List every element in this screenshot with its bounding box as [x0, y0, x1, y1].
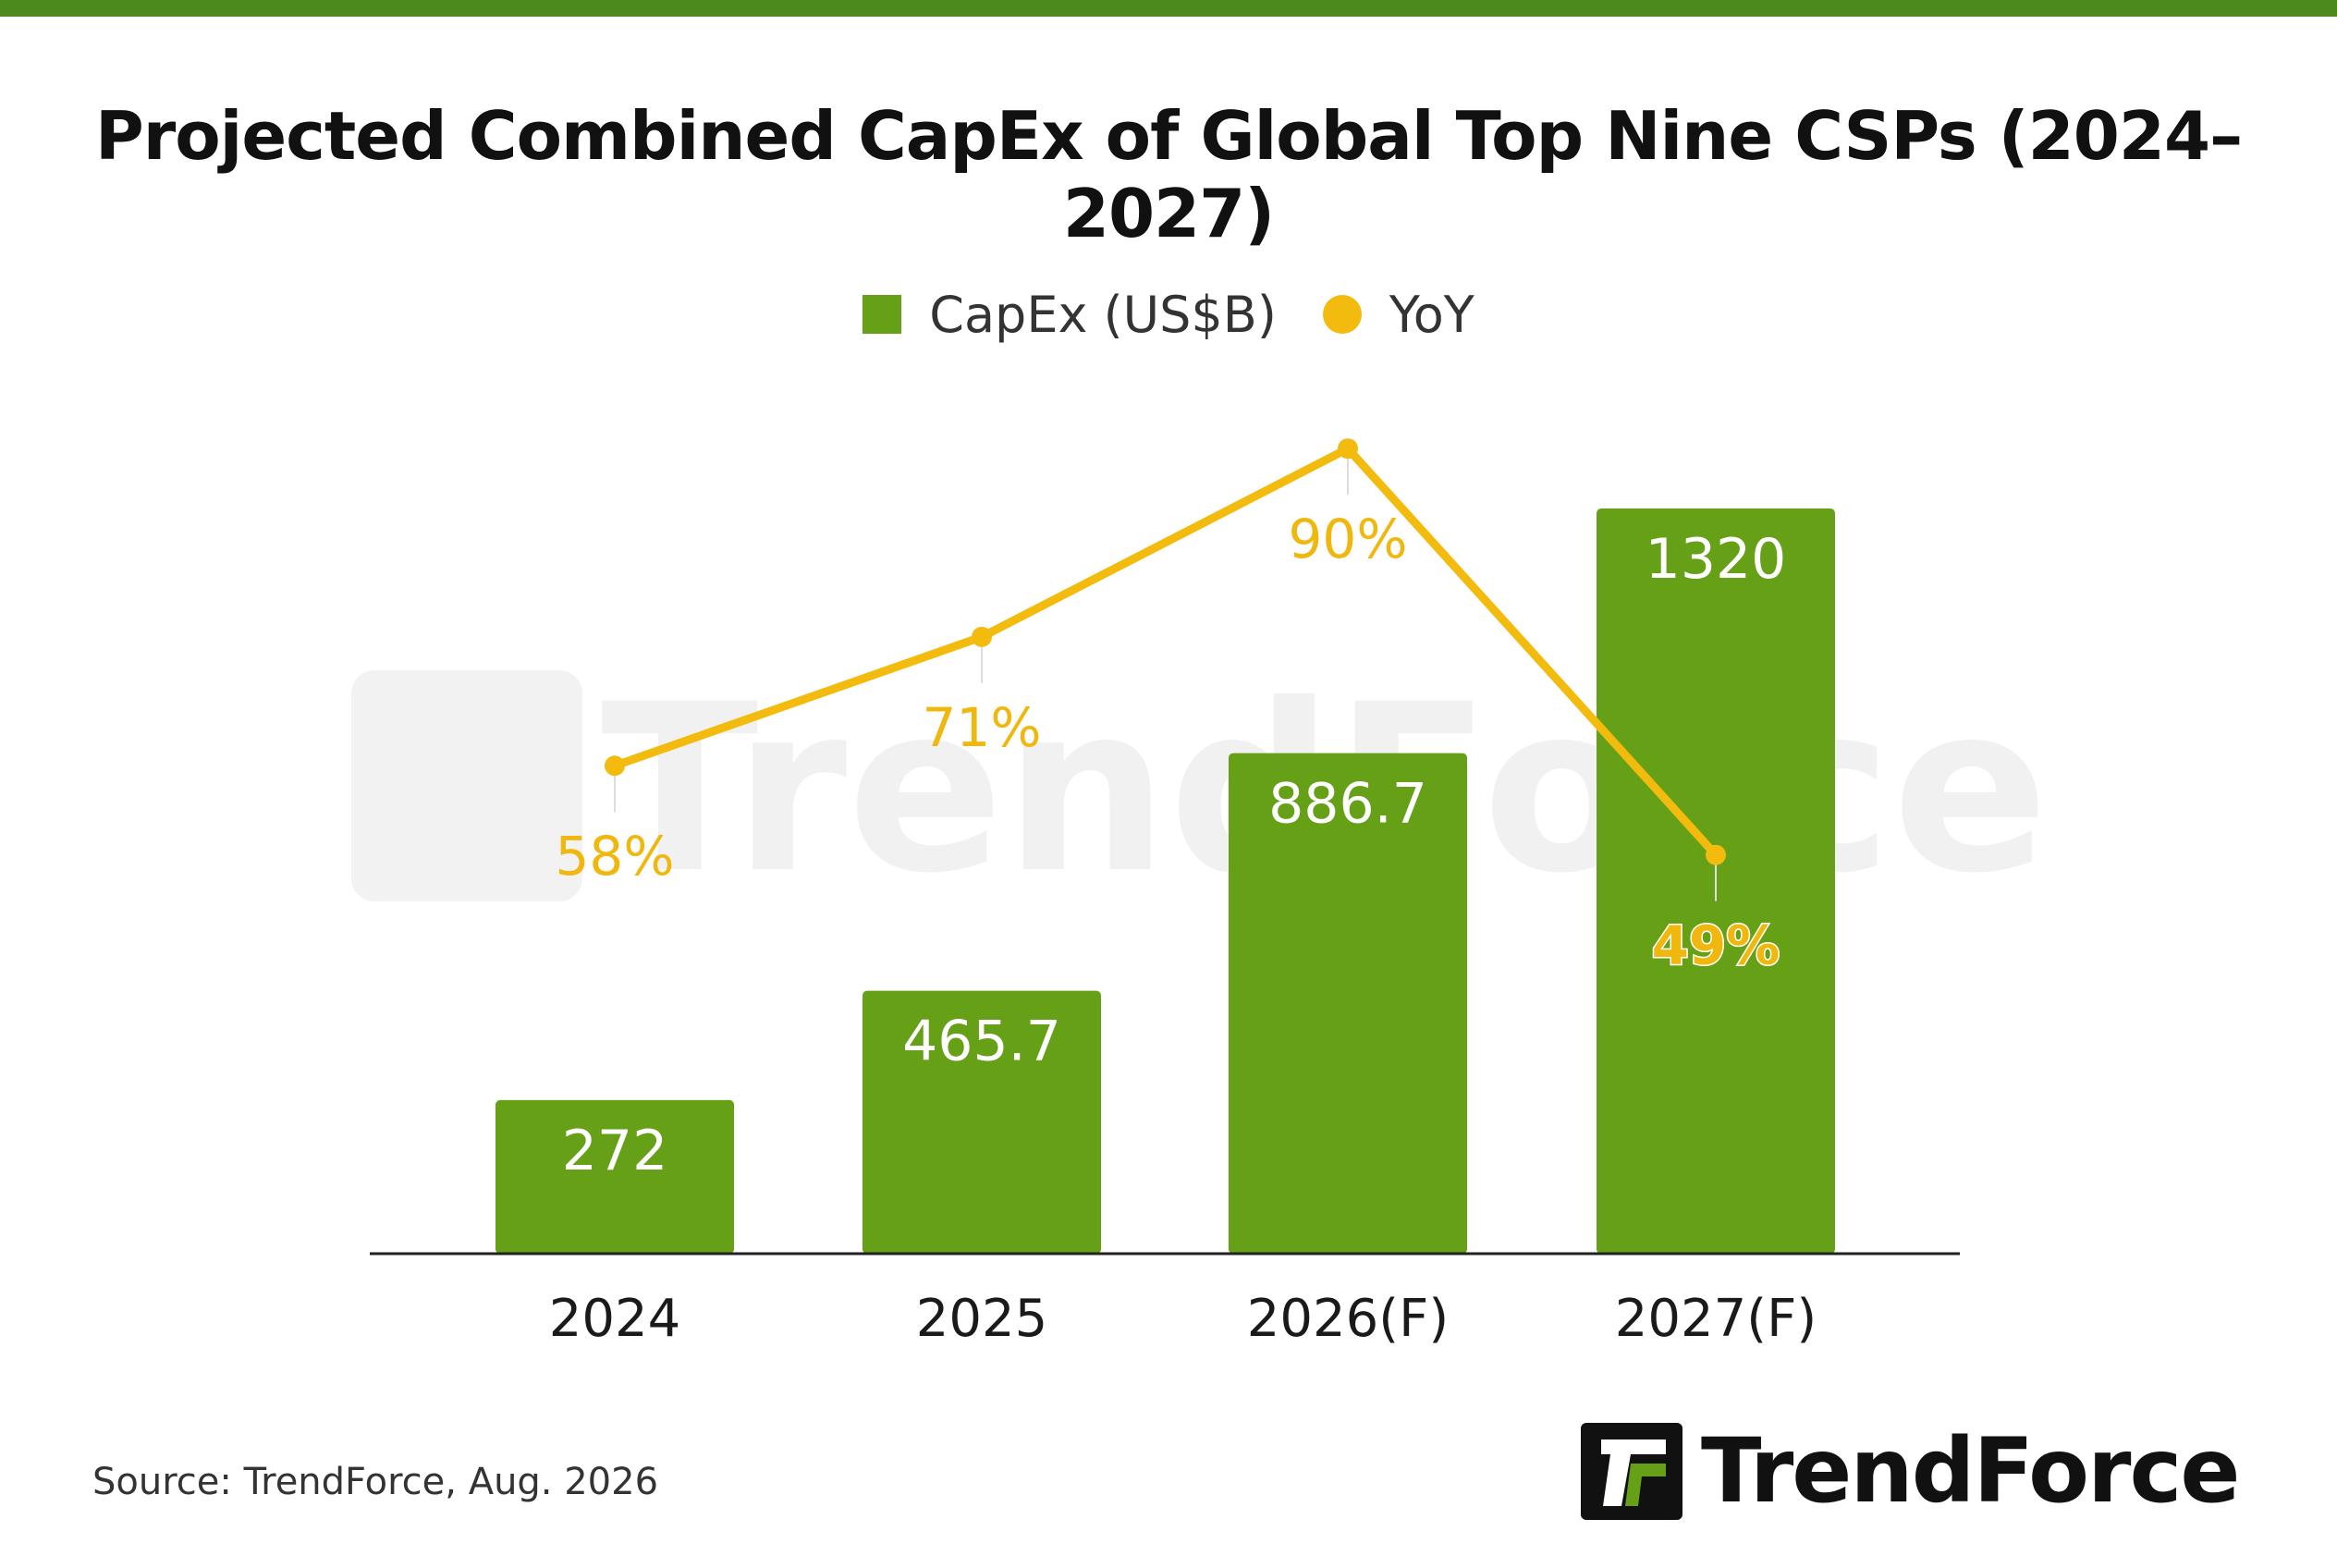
- bar-labels: 272 465.7 886.7 1320: [562, 527, 1787, 1183]
- chart-title: Projected Combined CapEx of Global Top N…: [94, 97, 2243, 252]
- bar-value-label: 1320: [1646, 527, 1787, 592]
- legend-label-yoy: YoY: [1389, 285, 1474, 344]
- yoy-point: [1706, 844, 1726, 865]
- legend-circle-icon: [1322, 295, 1362, 334]
- bar-2024: [496, 1099, 734, 1254]
- yoy-point: [605, 755, 625, 777]
- watermark-logo-icon: [351, 670, 582, 901]
- yoy-line: [610, 444, 1720, 860]
- legend-square-icon: [863, 295, 902, 334]
- legend-label-capex: CapEx (US$B): [929, 285, 1277, 344]
- bar-2026f: [1229, 753, 1467, 1254]
- legend: CapEx (US$B) YoY: [0, 282, 2337, 347]
- top-accent-bar: [0, 0, 2337, 17]
- yoy-series: 58% 71% 90% 49%: [556, 438, 1781, 978]
- brand-name: TrendForce: [1701, 1419, 2240, 1523]
- x-tick-label: 2025: [916, 1289, 1048, 1349]
- yoy-value-label: 58%: [556, 825, 675, 888]
- yoy-value-label: 49%: [1652, 914, 1780, 977]
- trendforce-logo-icon: [1581, 1422, 1682, 1520]
- bar-value-label: 465.7: [902, 1010, 1061, 1074]
- legend-item-capex: CapEx (US$B): [863, 286, 1277, 344]
- x-tick-label: 2026(F): [1247, 1289, 1449, 1349]
- bar-value-label: 886.7: [1268, 772, 1427, 837]
- x-tick-label: 2027(F): [1615, 1289, 1817, 1349]
- x-tick-label: 2024: [549, 1289, 681, 1349]
- yoy-point: [1338, 438, 1358, 459]
- source-note: Source: TrendForce, Aug. 2026: [92, 1461, 659, 1503]
- brand-logo: TrendForce: [1581, 1419, 2240, 1523]
- yoy-value-label: 71%: [923, 696, 1042, 759]
- bar-2025: [863, 990, 1101, 1254]
- yoy-point: [972, 626, 992, 647]
- yoy-value-label: 90%: [1289, 508, 1408, 570]
- legend-item-yoy: YoY: [1322, 285, 1474, 344]
- x-tick-labels: 2024 2025 2026(F) 2027(F): [549, 1289, 1817, 1349]
- bar-value-label: 272: [562, 1119, 668, 1183]
